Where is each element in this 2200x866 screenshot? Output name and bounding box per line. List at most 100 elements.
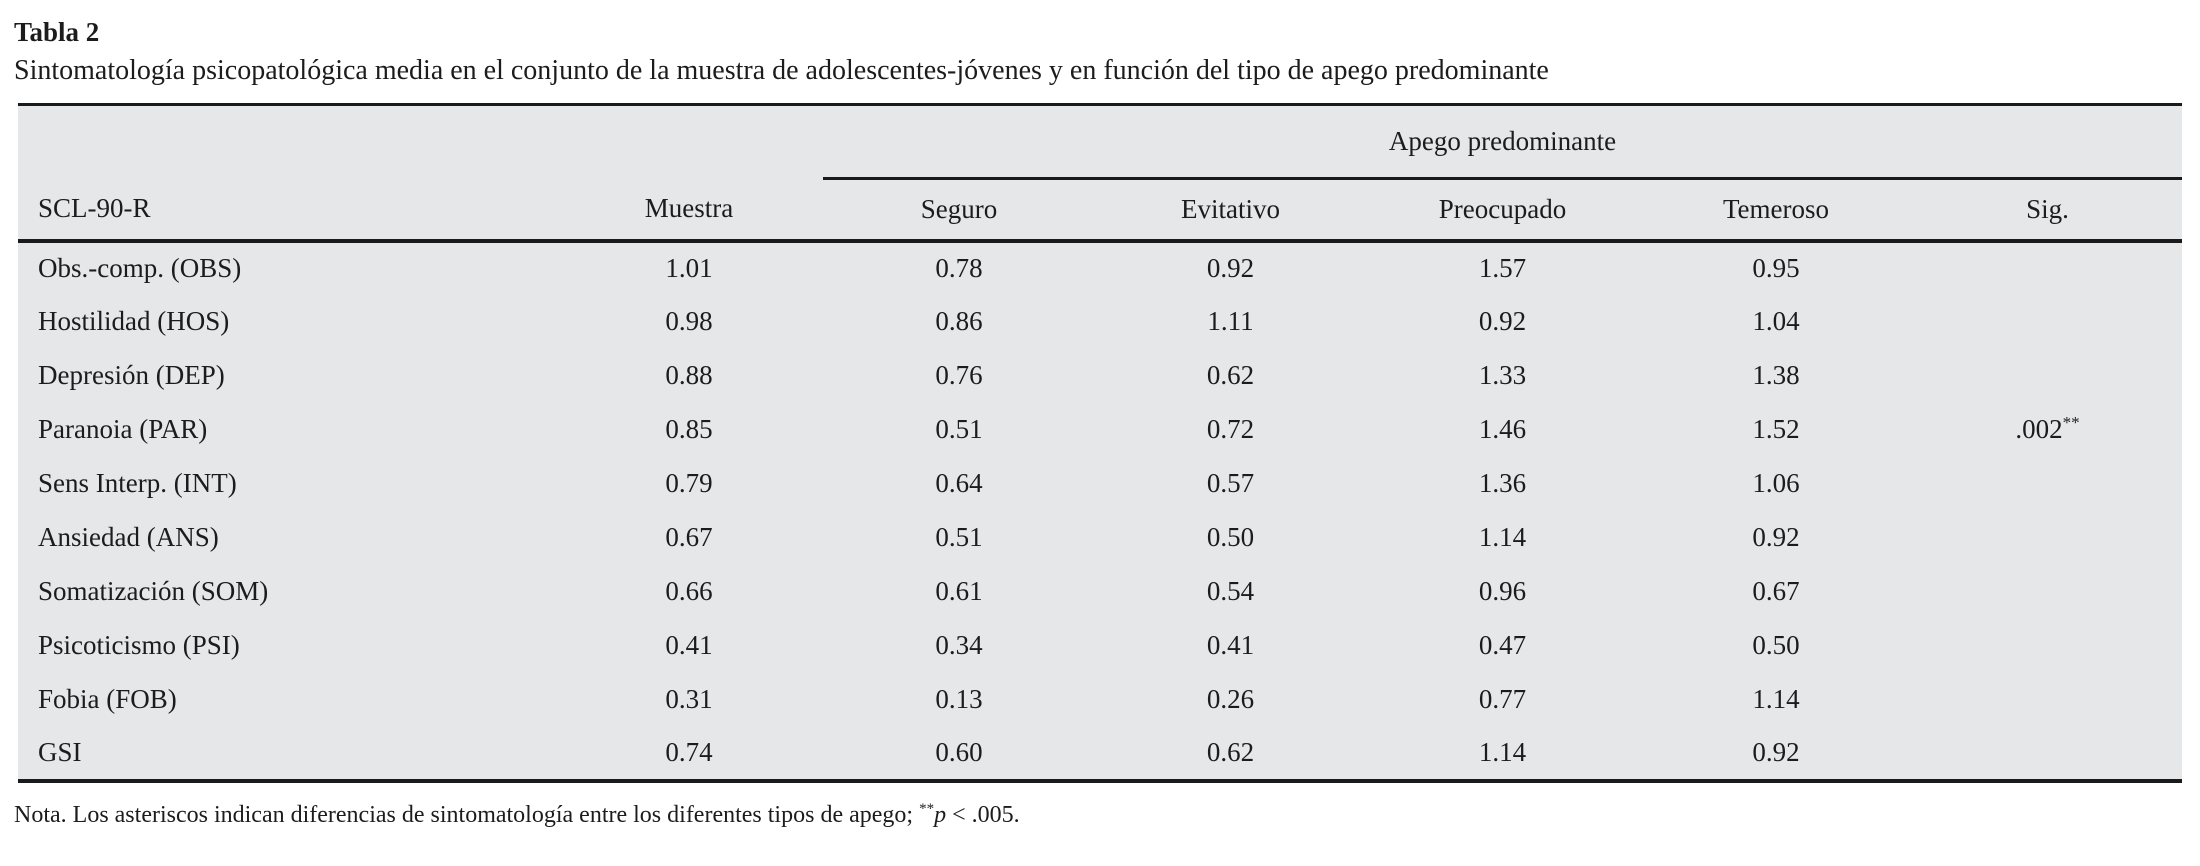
table-row-hos: Hostilidad (HOS) 0.98 0.86 1.11 0.92 1.0… [18, 295, 2182, 349]
table-row-gsi: GSI 0.74 0.60 0.62 1.14 0.92 [18, 727, 2182, 781]
cell-preocupado: 1.36 [1478, 468, 1527, 498]
column-header-muestra: Muestra [555, 178, 823, 243]
cell-muestra: 0.98 [665, 306, 713, 336]
footnote-asterisks: ** [919, 800, 935, 817]
cell-sig: .002** [2015, 413, 2080, 444]
cell-temeroso: 0.92 [1752, 737, 1800, 767]
cell-temeroso: 1.38 [1752, 360, 1800, 390]
footnote-p-symbol: p [934, 801, 947, 828]
cell-sig [1913, 619, 2182, 673]
paper-table-figure: Tabla 2 Sintomatología psicopatológica m… [0, 14, 2200, 831]
row-label: Fobia (FOB) [38, 684, 177, 714]
cell-seguro: 0.51 [935, 522, 983, 552]
row-label: GSI [38, 737, 82, 767]
table-row-dep: Depresión (DEP) 0.88 0.76 0.62 1.33 1.38 [18, 349, 2182, 403]
table-footnote: Nota. Los asteriscos indican diferencias… [14, 799, 2200, 831]
cell-seguro: 0.13 [935, 684, 983, 714]
table-number: Tabla 2 [14, 17, 100, 47]
cell-muestra: 0.41 [665, 630, 713, 660]
cell-preocupado: 0.77 [1478, 684, 1527, 714]
spanner-row: Apego predominante [18, 104, 2183, 180]
cell-muestra: 0.67 [665, 522, 713, 552]
cell-muestra: 0.74 [665, 737, 713, 767]
cell-seguro: 0.86 [935, 306, 983, 336]
cell-temeroso: 1.04 [1752, 306, 1800, 336]
column-header-seguro: Seguro [823, 178, 1095, 243]
table-row-psi: Psicoticismo (PSI) 0.41 0.34 0.41 0.47 0… [18, 619, 2182, 673]
cell-sig [1913, 565, 2182, 619]
column-header-preocupado: Preocupado [1366, 178, 1639, 243]
table-row-par: Paranoia (PAR) 0.85 0.51 0.72 1.46 1.52 … [18, 403, 2182, 457]
cell-sig [1913, 673, 2182, 727]
row-label: Hostilidad (HOS) [38, 306, 230, 336]
column-header-evitativo: Evitativo [1095, 178, 1366, 243]
cell-evitativo: 0.62 [1206, 737, 1255, 767]
cell-temeroso: 1.06 [1752, 468, 1800, 498]
table-caption: Sintomatología psicopatológica media en … [14, 55, 1549, 86]
spanner-spacer [18, 105, 823, 179]
cell-evitativo: 0.72 [1206, 414, 1255, 444]
cell-seguro: 0.61 [935, 576, 983, 606]
cell-muestra: 1.01 [665, 253, 713, 283]
spanner-header-apego-predominante: Apego predominante [823, 104, 2183, 180]
table-row-ans: Ansiedad (ANS) 0.67 0.51 0.50 1.14 0.92 [18, 511, 2182, 565]
column-header-sig: Sig. [1913, 178, 2183, 243]
column-header-scl-90-r: SCL-90-R [18, 178, 555, 243]
cell-temeroso: 1.52 [1752, 414, 1800, 444]
row-label: Sens Interp. (INT) [38, 468, 237, 498]
footnote-threshold: < .005. [946, 801, 1020, 828]
cell-muestra: 0.79 [665, 468, 713, 498]
cell-sig [1913, 727, 2182, 781]
cell-seguro: 0.64 [935, 468, 983, 498]
table-row-obs: Obs.-comp. (OBS) 1.01 0.78 0.92 1.57 0.9… [18, 241, 2182, 295]
cell-muestra: 0.66 [665, 576, 713, 606]
cell-temeroso: 0.50 [1752, 630, 1800, 660]
cell-sig [1913, 457, 2182, 511]
cell-evitativo: 1.11 [1207, 306, 1254, 336]
cell-seguro: 0.76 [935, 360, 983, 390]
cell-temeroso: 0.95 [1752, 253, 1800, 283]
cell-temeroso: 0.92 [1752, 522, 1800, 552]
cell-evitativo: 0.54 [1206, 576, 1255, 606]
column-header-temeroso: Temeroso [1639, 178, 1913, 243]
cell-seguro: 0.60 [935, 737, 983, 767]
cell-evitativo: 0.57 [1206, 468, 1255, 498]
cell-sig [1913, 295, 2182, 349]
cell-preocupado: 1.14 [1478, 737, 1527, 767]
symptoms-table: Apego predominante SCL-90-R Muestra Segu… [18, 103, 2183, 783]
cell-evitativo: 0.62 [1206, 360, 1255, 390]
table-row-som: Somatización (SOM) 0.66 0.61 0.54 0.96 0… [18, 565, 2182, 619]
cell-preocupado: 1.33 [1478, 360, 1527, 390]
table-row-fob: Fobia (FOB) 0.31 0.13 0.26 0.77 1.14 [18, 673, 2182, 727]
row-label: Depresión (DEP) [38, 360, 225, 390]
cell-preocupado: 0.47 [1478, 630, 1527, 660]
footnote-text: Nota. Los asteriscos indican diferencias… [14, 801, 920, 828]
row-label: Paranoia (PAR) [38, 414, 208, 444]
cell-sig [1913, 511, 2182, 565]
cell-preocupado: 1.57 [1478, 253, 1527, 283]
cell-evitativo: 0.41 [1206, 630, 1255, 660]
cell-seguro: 0.51 [935, 414, 983, 444]
cell-muestra: 0.88 [665, 360, 713, 390]
cell-temeroso: 1.14 [1752, 684, 1800, 714]
cell-evitativo: 0.26 [1206, 684, 1255, 714]
cell-muestra: 0.85 [665, 414, 713, 444]
cell-temeroso: 0.67 [1752, 576, 1800, 606]
row-label: Psicoticismo (PSI) [38, 630, 240, 660]
table-row-int: Sens Interp. (INT) 0.79 0.64 0.57 1.36 1… [18, 457, 2182, 511]
cell-preocupado: 0.92 [1478, 306, 1527, 336]
cell-evitativo: 0.92 [1206, 253, 1255, 283]
cell-seguro: 0.34 [935, 630, 983, 660]
cell-preocupado: 1.14 [1478, 522, 1527, 552]
cell-muestra: 0.31 [665, 684, 713, 714]
cell-sig [1913, 349, 2182, 403]
row-label: Somatización (SOM) [38, 576, 269, 606]
cell-seguro: 0.78 [935, 253, 983, 283]
column-header-row: SCL-90-R Muestra Seguro Evitativo Preocu… [18, 178, 2183, 243]
row-label: Obs.-comp. (OBS) [38, 253, 242, 283]
cell-preocupado: 1.46 [1478, 414, 1527, 444]
cell-sig [1913, 241, 2182, 295]
row-label: Ansiedad (ANS) [38, 522, 219, 552]
cell-evitativo: 0.50 [1206, 522, 1255, 552]
cell-preocupado: 0.96 [1478, 576, 1527, 606]
